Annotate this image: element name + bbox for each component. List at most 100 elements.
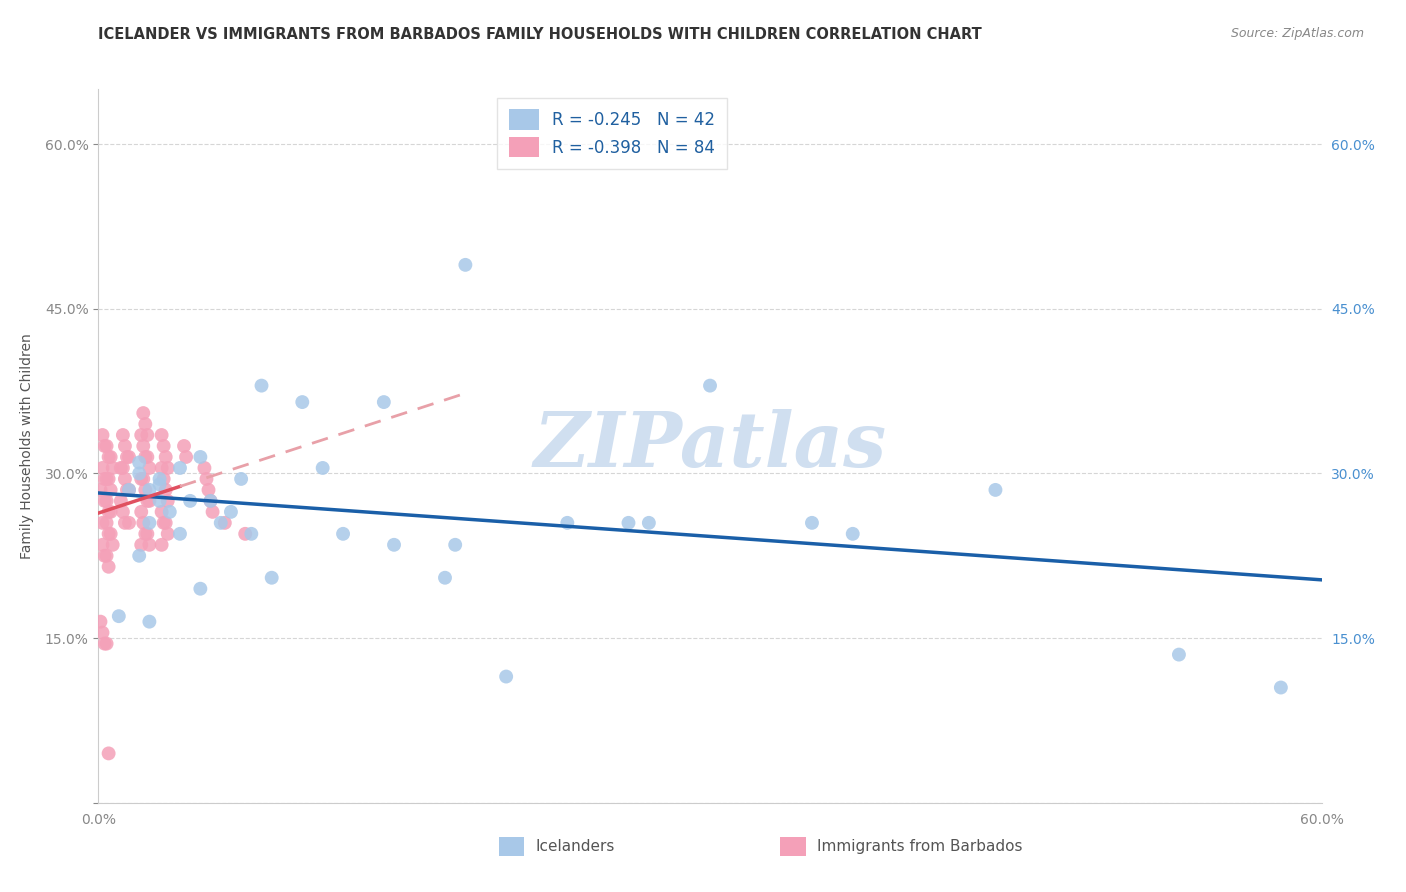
Point bbox=[97, 526, 120, 541]
Point bbox=[129, 428, 152, 442]
Point bbox=[128, 467, 150, 481]
Point bbox=[111, 428, 134, 442]
Point bbox=[332, 526, 354, 541]
Point bbox=[97, 450, 120, 464]
Point bbox=[197, 483, 219, 497]
Point bbox=[93, 637, 115, 651]
Point bbox=[97, 747, 120, 761]
Legend: R = -0.245   N = 42, R = -0.398   N = 84: R = -0.245 N = 42, R = -0.398 N = 84 bbox=[498, 97, 727, 169]
Point bbox=[91, 516, 114, 530]
Point bbox=[89, 483, 111, 497]
Point bbox=[114, 472, 136, 486]
Point bbox=[134, 450, 156, 464]
Point bbox=[128, 455, 150, 469]
Point bbox=[132, 516, 155, 530]
Point bbox=[179, 494, 201, 508]
Point bbox=[91, 538, 114, 552]
Point bbox=[219, 505, 242, 519]
Point bbox=[136, 526, 159, 541]
Point bbox=[111, 461, 134, 475]
Point bbox=[200, 494, 222, 508]
Point bbox=[200, 494, 222, 508]
Point bbox=[101, 461, 124, 475]
Point bbox=[373, 395, 395, 409]
Point bbox=[136, 428, 159, 442]
Point bbox=[214, 516, 236, 530]
Point bbox=[93, 472, 115, 486]
Point bbox=[96, 494, 118, 508]
Text: ZIPatlas: ZIPatlas bbox=[533, 409, 887, 483]
Y-axis label: Family Households with Children: Family Households with Children bbox=[20, 333, 34, 559]
Point bbox=[495, 669, 517, 683]
Point bbox=[155, 516, 177, 530]
Point bbox=[96, 516, 118, 530]
Point bbox=[136, 494, 159, 508]
Point bbox=[118, 483, 141, 497]
Point bbox=[93, 494, 115, 508]
Point bbox=[209, 516, 232, 530]
Point bbox=[801, 516, 824, 530]
Point bbox=[231, 472, 253, 486]
Point bbox=[115, 483, 138, 497]
Point bbox=[444, 538, 467, 552]
Point bbox=[159, 505, 181, 519]
Point bbox=[152, 472, 174, 486]
Point bbox=[110, 461, 132, 475]
Point bbox=[193, 461, 215, 475]
Point bbox=[100, 483, 122, 497]
Point bbox=[101, 538, 124, 552]
Point bbox=[150, 461, 173, 475]
Point bbox=[149, 477, 172, 491]
Point bbox=[118, 516, 141, 530]
Point bbox=[382, 538, 405, 552]
Point bbox=[312, 461, 335, 475]
Point bbox=[91, 461, 114, 475]
Point bbox=[89, 615, 111, 629]
Point bbox=[96, 439, 118, 453]
Point bbox=[96, 637, 118, 651]
Point bbox=[150, 505, 173, 519]
Point bbox=[138, 461, 160, 475]
Point bbox=[155, 483, 177, 497]
Point bbox=[97, 505, 120, 519]
Point bbox=[132, 439, 155, 453]
Point bbox=[93, 439, 115, 453]
Point bbox=[260, 571, 283, 585]
Text: Immigrants from Barbados: Immigrants from Barbados bbox=[817, 839, 1022, 854]
Point bbox=[134, 483, 156, 497]
Point bbox=[129, 472, 152, 486]
Point bbox=[195, 472, 218, 486]
Point bbox=[134, 526, 156, 541]
Point bbox=[1167, 648, 1189, 662]
Point bbox=[155, 450, 177, 464]
Point bbox=[984, 483, 1007, 497]
Point bbox=[132, 472, 155, 486]
Point bbox=[152, 516, 174, 530]
Point bbox=[149, 494, 172, 508]
Point bbox=[617, 516, 640, 530]
Point bbox=[174, 450, 197, 464]
Point bbox=[96, 549, 118, 563]
Point bbox=[138, 483, 160, 497]
Point bbox=[169, 461, 191, 475]
Point bbox=[129, 538, 152, 552]
Point bbox=[149, 472, 172, 486]
Point bbox=[100, 526, 122, 541]
Point bbox=[138, 538, 160, 552]
Point bbox=[91, 428, 114, 442]
Point bbox=[156, 461, 179, 475]
Point bbox=[138, 516, 160, 530]
Point bbox=[201, 505, 224, 519]
Point bbox=[128, 549, 150, 563]
Point bbox=[138, 494, 160, 508]
Point bbox=[100, 505, 122, 519]
Point bbox=[188, 450, 212, 464]
Point bbox=[1270, 681, 1292, 695]
Point bbox=[699, 378, 721, 392]
Point bbox=[111, 505, 134, 519]
Point bbox=[173, 439, 195, 453]
Point bbox=[188, 582, 212, 596]
Point bbox=[97, 559, 120, 574]
Point bbox=[114, 516, 136, 530]
Point bbox=[233, 526, 256, 541]
